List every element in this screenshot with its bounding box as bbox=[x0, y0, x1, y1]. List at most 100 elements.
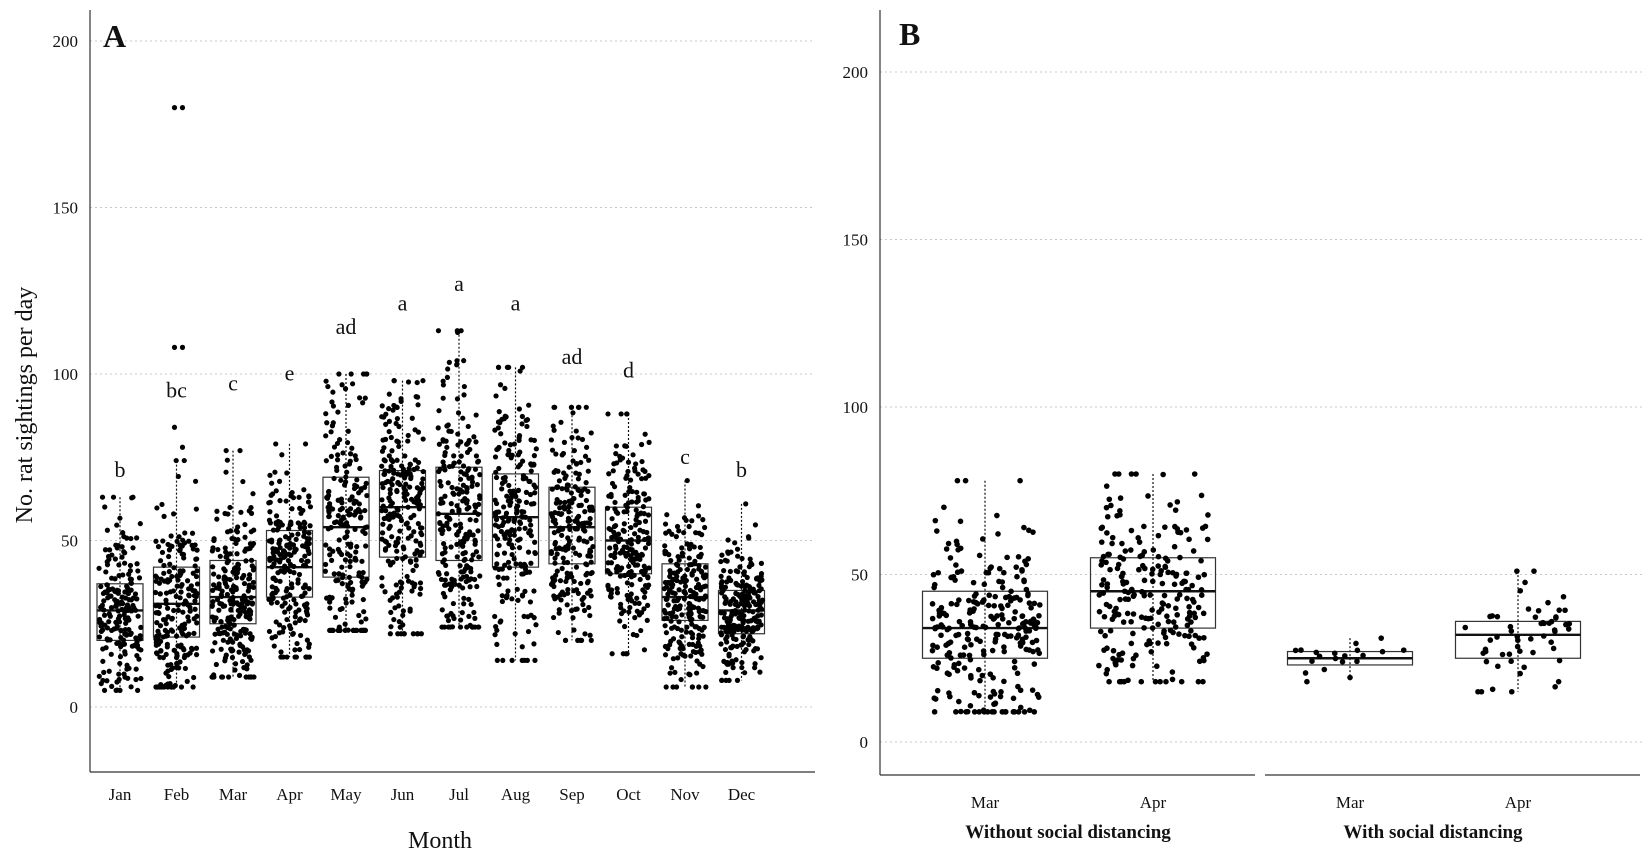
point-Sep bbox=[566, 504, 572, 510]
point-Jan bbox=[118, 627, 124, 633]
point-May bbox=[336, 371, 342, 377]
point-without-Apr bbox=[1190, 548, 1197, 554]
point-Feb bbox=[166, 568, 172, 575]
point-Aug bbox=[513, 504, 520, 511]
point-Jul bbox=[455, 431, 461, 437]
point-Jun bbox=[414, 394, 421, 400]
point-Apr bbox=[287, 561, 293, 567]
point-Oct bbox=[640, 504, 647, 510]
point-with-Mar bbox=[1316, 653, 1323, 660]
point-Apr bbox=[283, 588, 289, 594]
point-Mar bbox=[231, 536, 237, 542]
point-Mar bbox=[227, 626, 233, 632]
point-Jan bbox=[114, 545, 120, 551]
point-with-Apr bbox=[1566, 620, 1573, 627]
point-Oct bbox=[636, 519, 642, 526]
point-Jun bbox=[401, 631, 407, 637]
point-Nov bbox=[676, 587, 682, 593]
point-Sep bbox=[559, 486, 565, 492]
point-Aug bbox=[516, 498, 522, 504]
point-without-Mar bbox=[945, 540, 952, 547]
point-without-Apr bbox=[1155, 532, 1162, 539]
point-Dec bbox=[746, 641, 752, 648]
point-Jun bbox=[379, 463, 385, 469]
point-Aug bbox=[501, 519, 507, 526]
point-without-Apr bbox=[1201, 657, 1207, 664]
point-Mar bbox=[241, 605, 248, 611]
point-Jan bbox=[96, 565, 102, 571]
point-Jun bbox=[391, 616, 397, 623]
point-without-Mar bbox=[959, 622, 965, 629]
point-Jun bbox=[403, 481, 409, 487]
point-Dec bbox=[755, 613, 761, 619]
point-Dec bbox=[722, 557, 728, 563]
point-May bbox=[345, 582, 351, 588]
point-Jul bbox=[442, 493, 448, 499]
point-without-Apr bbox=[1177, 554, 1183, 561]
point-Jun bbox=[415, 429, 422, 435]
point-without-Mar bbox=[985, 602, 992, 609]
point-Jul bbox=[460, 498, 466, 504]
point-Nov bbox=[676, 528, 682, 534]
point-Apr bbox=[271, 553, 277, 560]
point-May bbox=[347, 497, 353, 503]
point-Nov bbox=[693, 643, 699, 649]
point-Feb bbox=[180, 609, 186, 615]
point-Apr bbox=[302, 584, 308, 590]
point-Nov bbox=[699, 532, 705, 538]
point-Jun bbox=[388, 609, 394, 616]
point-Oct bbox=[641, 647, 648, 653]
point-Jul bbox=[438, 500, 444, 506]
point-May bbox=[346, 512, 352, 518]
point-without-Apr bbox=[1177, 529, 1184, 536]
point-Oct bbox=[638, 510, 644, 516]
point-Dec bbox=[735, 553, 741, 559]
point-Jun bbox=[415, 521, 421, 527]
point-May bbox=[350, 627, 356, 634]
point-Aug bbox=[532, 490, 538, 496]
point-Aug bbox=[526, 402, 532, 408]
point-May bbox=[349, 592, 355, 598]
point-Apr bbox=[288, 521, 294, 527]
point-without-Mar bbox=[1005, 602, 1011, 609]
point-Sep bbox=[574, 515, 580, 521]
point-Aug bbox=[517, 536, 523, 542]
point-Jun bbox=[395, 480, 401, 486]
box-Aug bbox=[491, 473, 540, 568]
point-Sep bbox=[561, 439, 568, 445]
point-Aug bbox=[496, 566, 502, 573]
point-Oct bbox=[632, 615, 638, 621]
point-Aug bbox=[505, 498, 511, 504]
point-Jul bbox=[461, 595, 467, 601]
point-Jul bbox=[454, 532, 460, 538]
point-Nov bbox=[679, 634, 685, 640]
point-without-Mar bbox=[979, 536, 986, 542]
point-Aug bbox=[505, 452, 511, 458]
point-with-Apr bbox=[1517, 587, 1524, 594]
point-Aug bbox=[519, 513, 525, 520]
point-Dec bbox=[723, 596, 729, 602]
point-without-Apr bbox=[1184, 622, 1191, 629]
point-Apr bbox=[302, 520, 308, 526]
point-without-Mar bbox=[1019, 568, 1025, 574]
point-Apr bbox=[304, 542, 310, 548]
point-Aug bbox=[522, 588, 528, 594]
point-Jun bbox=[396, 619, 402, 625]
point-Mar bbox=[235, 607, 241, 614]
point-without-Apr bbox=[1149, 566, 1156, 573]
point-Aug bbox=[493, 516, 500, 523]
point-May bbox=[353, 509, 359, 516]
point-without-Mar bbox=[1014, 670, 1021, 677]
point-Mar bbox=[226, 551, 232, 557]
point-Mar bbox=[250, 491, 256, 497]
point-Sep bbox=[585, 468, 591, 474]
point-Dec bbox=[750, 609, 756, 615]
point-Sep bbox=[563, 578, 569, 585]
point-Aug bbox=[498, 431, 504, 437]
point-Aug bbox=[507, 502, 513, 508]
point-Apr bbox=[287, 592, 293, 598]
point-Jan bbox=[115, 590, 121, 596]
point-May bbox=[345, 508, 351, 514]
point-Dec bbox=[719, 677, 725, 683]
point-without-Mar bbox=[976, 709, 982, 715]
